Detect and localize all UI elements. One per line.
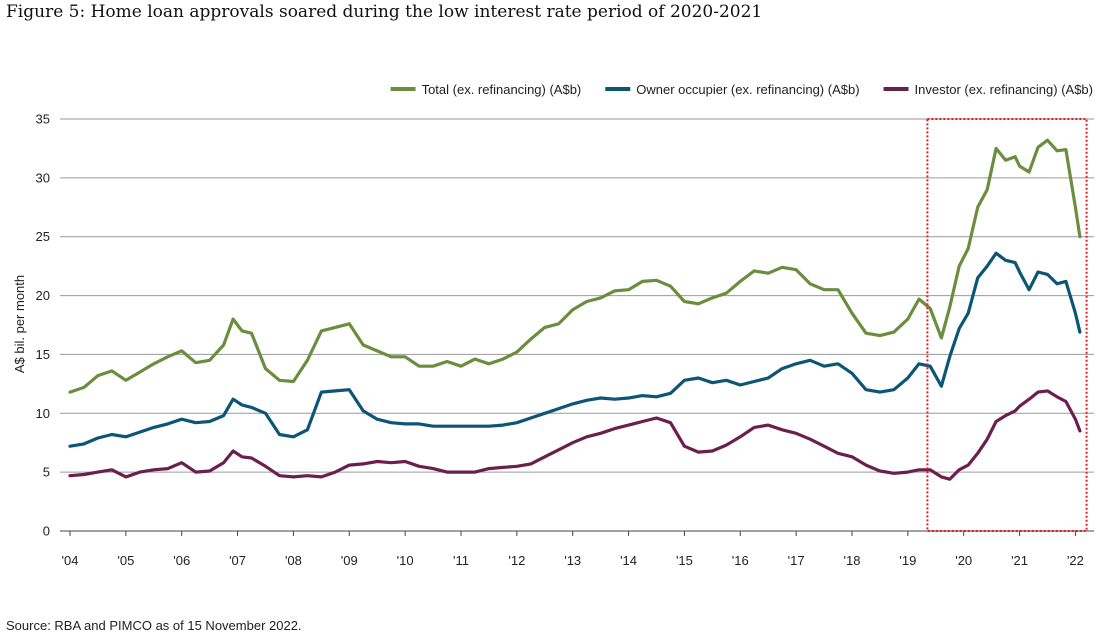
x-tick-label: '06 [173, 553, 190, 568]
x-tick-label: '05 [117, 553, 134, 568]
y-tick-label: 20 [36, 288, 50, 303]
line-chart: 0 5 10 15 20 25 30 35 '04 '05 '06 '07 '08 '09 '10 '11 '1… [12, 82, 1094, 569]
x-tick-label: '10 [397, 553, 414, 568]
highlight-region [926, 118, 1088, 532]
series-line-total [68, 138, 1082, 394]
y-tick-label: 25 [36, 229, 50, 244]
y-tick-label: 5 [43, 465, 50, 480]
x-tick-label: '13 [564, 553, 581, 568]
highlight-box [926, 118, 1088, 532]
gridlines [60, 118, 1094, 532]
x-tick-label: '07 [229, 553, 246, 568]
y-tick-label: 10 [36, 406, 50, 421]
x-tick-label: '14 [620, 553, 637, 568]
legend-label-investor: Investor (ex. refinancing) (A$b) [915, 82, 1093, 97]
x-tick-label: '22 [1067, 553, 1084, 568]
y-tick-label: 0 [43, 524, 50, 539]
x-tick-label: '18 [844, 553, 861, 568]
legend-label-owner: Owner occupier (ex. refinancing) (A$b) [636, 82, 859, 97]
y-tick-label: 30 [36, 170, 50, 185]
x-tick-label: '16 [732, 553, 749, 568]
series-line-owner [68, 251, 1082, 448]
series-lines [68, 138, 1082, 481]
x-tick-label: '04 [62, 553, 79, 568]
x-tick-label: '12 [508, 553, 525, 568]
x-tick-label: '21 [1011, 553, 1028, 568]
x-tick-label: '20 [955, 553, 972, 568]
y-tick-label: 35 [36, 112, 50, 127]
series-line-investor [68, 389, 1082, 481]
legend-label-total: Total (ex. refinancing) (A$b) [422, 82, 582, 97]
x-tick-label: '11 [453, 553, 469, 568]
y-tick-label: 15 [36, 347, 50, 362]
chart-title: Figure 5: Home loan approvals soared dur… [6, 2, 763, 22]
x-tick-label: '19 [899, 553, 916, 568]
x-tick-label: '15 [676, 553, 693, 568]
axes: 0 5 10 15 20 25 30 35 '04 '05 '06 '07 '08 '09 '10 '11 '1… [36, 112, 1084, 569]
x-tick-label: '17 [788, 553, 805, 568]
x-tick-label: '08 [285, 553, 302, 568]
legend: Investor (ex. refinancing) (A$b) Owner oc… [390, 82, 1093, 97]
x-tick-label: '09 [341, 553, 358, 568]
source-note: Source: RBA and PIMCO as of 15 November … [6, 618, 302, 633]
y-axis-label: A$ bil. per month [12, 275, 27, 373]
